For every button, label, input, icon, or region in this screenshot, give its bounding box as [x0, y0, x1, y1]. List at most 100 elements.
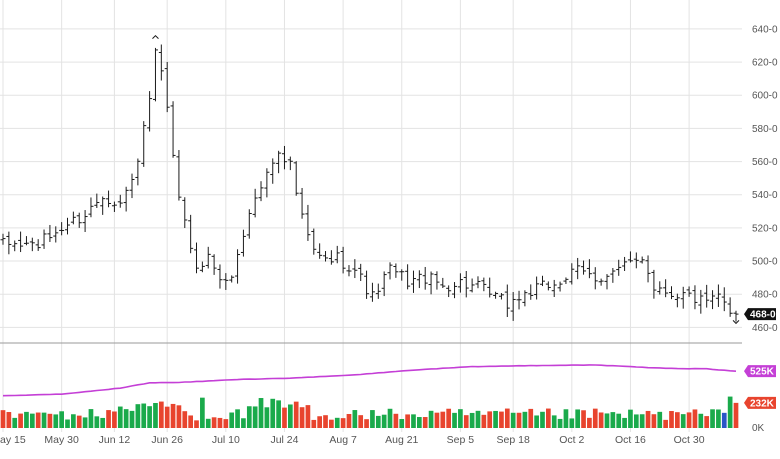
volume-bar [598, 412, 604, 428]
volume-bar [264, 407, 270, 428]
volume-bar [153, 403, 158, 428]
volume-badge: 232K [744, 396, 776, 409]
volume-bar [563, 409, 569, 428]
ohlc-bar [264, 168, 270, 198]
volume-bar [188, 415, 193, 428]
price-tick-label: 460-0 [752, 323, 778, 334]
volume-bar [557, 418, 563, 428]
volume-bar [633, 414, 639, 428]
ohlc-bar [29, 237, 35, 252]
ohlc-bar [627, 251, 633, 263]
ohlc-bar [487, 277, 493, 298]
volume-bar [716, 409, 721, 428]
ohlc-bar [452, 282, 458, 299]
ohlc-bar [481, 277, 487, 292]
grid [0, 0, 742, 432]
open-interest-badge-text: 525K [750, 367, 775, 378]
ohlc-bar [510, 292, 516, 321]
volume-bar [416, 417, 422, 428]
ohlc-bar [205, 246, 211, 269]
date-tick-label: Aug 7 [329, 434, 357, 446]
volume-bar [446, 408, 452, 428]
date-tick-label: Sep 18 [497, 434, 530, 446]
price-bars [0, 34, 740, 325]
ohlc-bar [651, 269, 657, 299]
volume-badge-text: 232K [750, 398, 775, 409]
volume-bar [252, 406, 258, 428]
ohlc-bar [733, 310, 739, 322]
volume-bar [170, 403, 176, 428]
volume-bar [434, 412, 440, 428]
ohlc-bar [188, 214, 194, 254]
ohlc-bar [217, 264, 223, 289]
volume-bar [0, 410, 6, 428]
price-tick-label: 640-0 [752, 24, 778, 35]
ohlc-bar [428, 271, 434, 295]
ohlc-bar [639, 256, 645, 264]
volume-bar [405, 414, 410, 428]
volume-bar [551, 415, 557, 428]
ohlc-bar [311, 228, 317, 255]
volume-bar [592, 408, 598, 428]
ohlc-bar [194, 242, 200, 274]
volume-bar [375, 415, 381, 428]
volume-bar [317, 416, 323, 428]
volume-bar [616, 413, 622, 428]
volume-bar [481, 414, 487, 428]
volume-bar [305, 405, 311, 428]
ohlc-bar [493, 291, 499, 299]
volume-bar [194, 420, 199, 428]
volume-bar [76, 415, 82, 428]
ohlc-bar [305, 204, 311, 241]
volume-bar [334, 417, 340, 428]
date-tick-label: Jun 26 [151, 434, 183, 446]
volume-bar [112, 411, 117, 428]
volume-bar [422, 417, 428, 428]
date-tick-label: Oct 16 [615, 434, 646, 446]
ohlc-bar [100, 196, 106, 215]
ohlc-bar [369, 282, 375, 302]
volume-bar [387, 408, 393, 428]
volume-bar [29, 413, 35, 428]
volume-bar [329, 419, 334, 428]
ohlc-bar [258, 181, 264, 202]
ohlc-bar [440, 277, 446, 289]
volume-bar [352, 410, 358, 428]
ohlc-bar [463, 270, 469, 298]
ohlc-bar [76, 212, 82, 228]
ohlc-bar [575, 257, 581, 280]
volume-bar [628, 409, 633, 428]
ohlc-bar [352, 259, 358, 279]
ohlc-bar [581, 260, 587, 275]
volume-bar [698, 413, 704, 428]
date-tick-label: Sep 5 [447, 434, 475, 446]
volume-bar [287, 404, 293, 428]
ohlc-bar [393, 263, 399, 278]
ohlc-bar [522, 290, 528, 307]
ohlc-bar [710, 290, 716, 310]
axes: 460-0 480-0 500-0 520-0 540-0 560-0 580-0 600-0… [0, 24, 778, 446]
ohlc-bar [229, 275, 235, 283]
open-interest-series [2, 364, 737, 397]
volume-bar [217, 417, 223, 428]
volume-bar [610, 412, 616, 428]
ohlc-bar [94, 193, 100, 208]
volume-bar [669, 411, 674, 428]
ohlc-bar [375, 283, 381, 299]
volume-bar [106, 410, 111, 428]
ohlc-bar [0, 233, 6, 245]
volume-bar [645, 410, 651, 428]
volume-bar [428, 410, 434, 428]
volume-bar [94, 416, 100, 428]
ohlc-bar [698, 289, 704, 314]
volume-bar [522, 411, 528, 428]
ohlc-bar [598, 278, 604, 286]
ohlc-bar [721, 287, 727, 312]
volume-bar [147, 406, 152, 428]
ohlc-bar [65, 217, 71, 235]
volume-bar [53, 414, 59, 428]
ohlc-bar [117, 194, 123, 208]
low-marker [732, 320, 740, 325]
price-tick-label: 520-0 [752, 223, 778, 234]
